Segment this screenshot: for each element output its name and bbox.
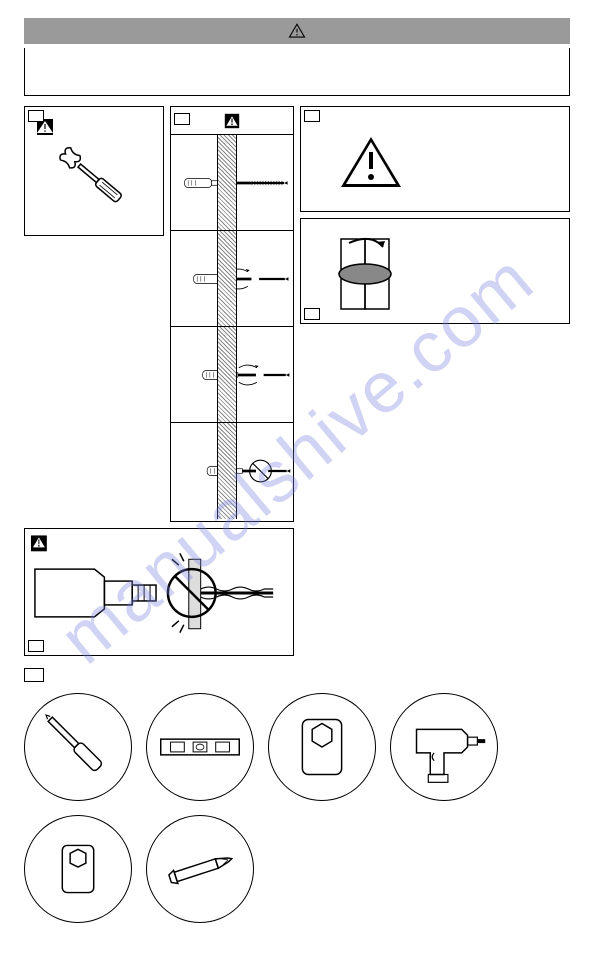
instruction-grid (24, 106, 570, 656)
spacer-bar (24, 48, 570, 96)
panel-1b-label (304, 308, 320, 320)
panel-2a (24, 106, 164, 236)
tools-label (24, 668, 44, 682)
tools-row-2 (24, 815, 570, 923)
panel-wide-label (28, 640, 44, 652)
panel-right (170, 106, 294, 522)
tool-power-drill (390, 693, 498, 801)
drill-no-overdrive-icon (25, 529, 293, 657)
panel-right-label (174, 113, 190, 125)
tools-row-1 (24, 693, 570, 801)
hex-socket-small-icon (25, 815, 131, 923)
right-row-2 (171, 231, 293, 327)
page-container (0, 0, 594, 955)
header-bar (24, 18, 570, 44)
panel-wide (24, 528, 294, 656)
panel-1a (300, 106, 570, 212)
wall-anchor-icon (25, 107, 149, 237)
wall-texture (217, 135, 237, 230)
tool-phillips-screwdriver (24, 693, 132, 801)
right-rows (171, 135, 293, 519)
phillips-bit-icon (147, 815, 253, 923)
right-row-1 (171, 135, 293, 231)
panel-1a-label (304, 110, 320, 122)
warning-icon (288, 22, 306, 40)
hex-socket-large-icon (269, 693, 375, 801)
tool-level (146, 693, 254, 801)
wall-texture (217, 327, 237, 422)
warning-icon (224, 113, 240, 129)
stud-finder-icon (301, 219, 441, 325)
wall-texture (217, 423, 237, 519)
phillips-screwdriver-icon (25, 693, 131, 801)
panel-1b (300, 218, 570, 324)
panel-right-header (171, 107, 293, 135)
right-row-4 (171, 423, 293, 519)
wall-texture (217, 231, 237, 326)
panel-2a-label (28, 110, 44, 122)
tool-hex-socket-small (24, 815, 132, 923)
tool-phillips-bit (146, 815, 254, 923)
level-icon (147, 693, 253, 801)
tools-section (24, 668, 570, 923)
right-row-3 (171, 327, 293, 423)
power-drill-icon (391, 693, 497, 801)
tool-hex-socket-large (268, 693, 376, 801)
warning-triangle-large-icon (301, 107, 441, 213)
